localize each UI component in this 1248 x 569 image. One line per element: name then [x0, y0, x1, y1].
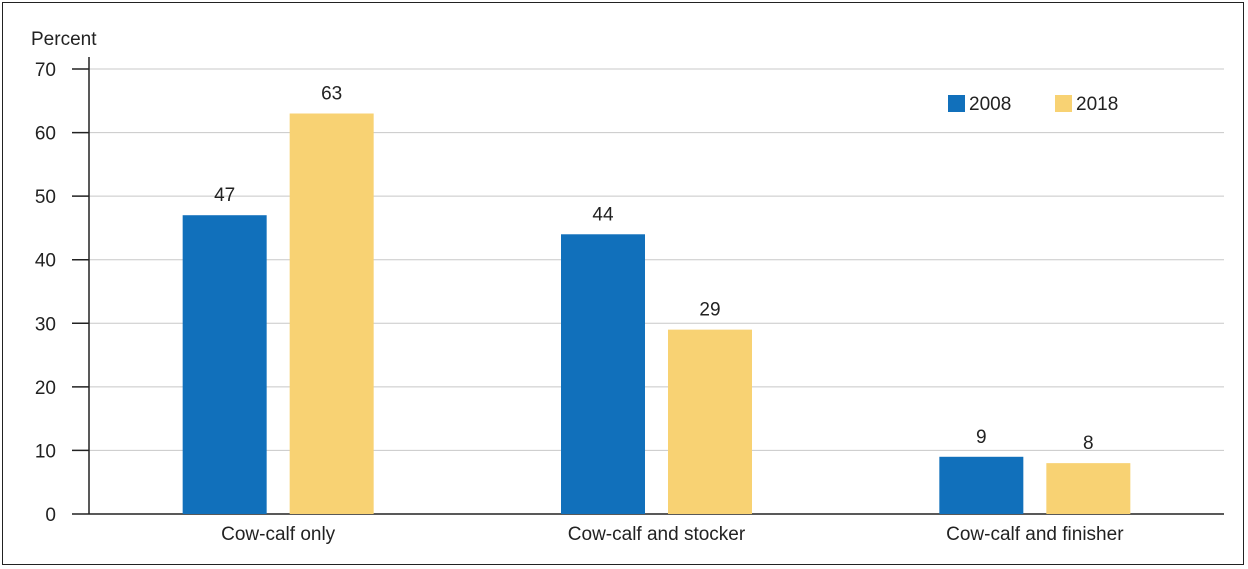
- bar-2018-1: [289, 113, 374, 514]
- y-tick-label: 10: [35, 441, 56, 462]
- x-category-label: Cow-calf and stocker: [568, 524, 746, 545]
- bar-2008-1: [182, 215, 267, 514]
- gridlines: [89, 68, 1224, 451]
- y-tick-label: 0: [45, 505, 56, 526]
- y-tick-label: 40: [35, 251, 56, 272]
- legend-swatch: [1055, 95, 1072, 112]
- data-label: 44: [592, 204, 614, 225]
- legend-label: 2008: [969, 94, 1011, 115]
- data-label: 29: [699, 300, 720, 321]
- bar-2008-3: [939, 456, 1024, 514]
- y-tick-label: 50: [35, 187, 56, 208]
- legend-label: 2018: [1076, 94, 1118, 115]
- axes: [72, 57, 1224, 515]
- data-label: 9: [976, 427, 987, 448]
- y-axis-label: Percent: [31, 29, 97, 50]
- y-tick-label: 60: [35, 124, 56, 145]
- bar-2008-2: [561, 234, 645, 515]
- data-label: 8: [1083, 433, 1094, 454]
- bars: [182, 113, 1131, 515]
- x-category-label: Cow-calf and finisher: [946, 524, 1124, 545]
- y-tick-labels: 0 10 20 30 40 50 60 70: [35, 60, 56, 526]
- bar-2018-2: [668, 329, 752, 514]
- data-labels: 47 63 44 29 9 8: [214, 84, 1094, 455]
- legend-swatch: [948, 95, 965, 112]
- x-category-labels: Cow-calf only Cow-calf and stocker Cow-cal…: [221, 524, 1124, 545]
- x-category-label: Cow-calf only: [221, 524, 336, 545]
- data-label: 47: [214, 185, 235, 206]
- bar-2018-3: [1046, 463, 1131, 514]
- y-tick-label: 70: [35, 60, 56, 81]
- legend: 2008 2018: [948, 94, 1118, 115]
- y-tick-label: 20: [35, 378, 56, 399]
- y-tick-label: 30: [35, 314, 56, 335]
- data-label: 63: [321, 84, 342, 105]
